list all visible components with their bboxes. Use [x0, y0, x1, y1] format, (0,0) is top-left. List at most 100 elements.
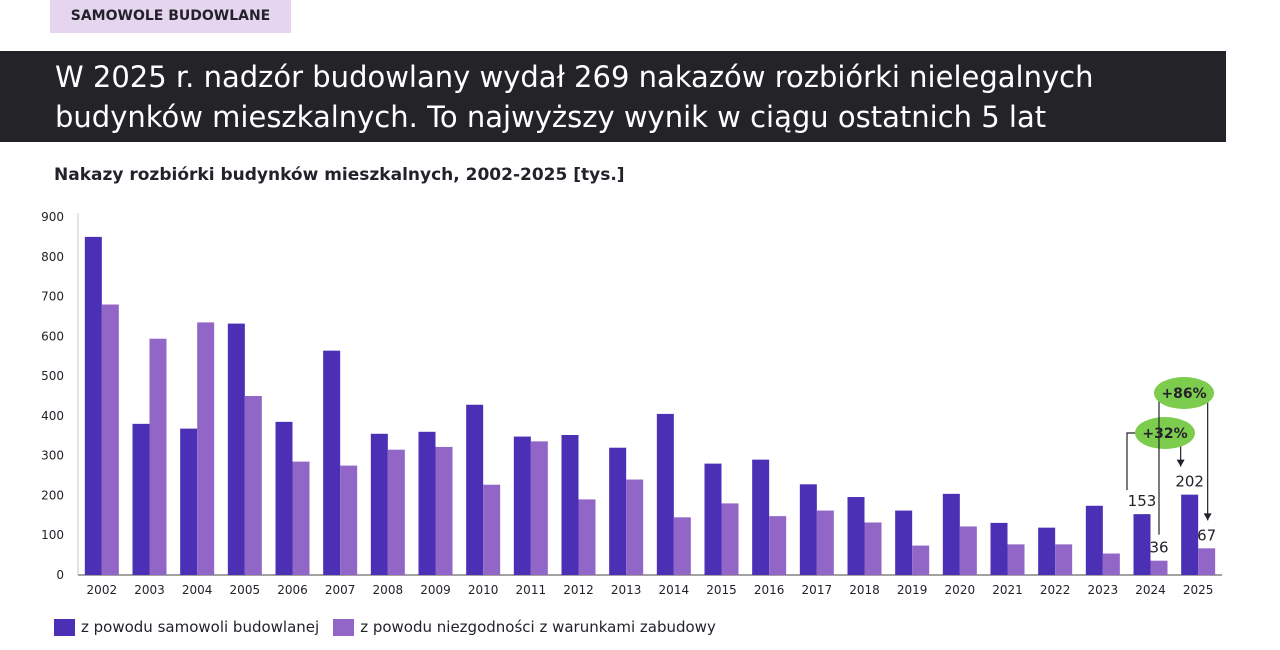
bar-niezgodnosc-2025 [1198, 548, 1216, 575]
bar-samowola-2021 [990, 522, 1008, 575]
y-tick-label: 400 [41, 409, 64, 423]
bar-niezgodnosc-2022 [1055, 544, 1073, 575]
x-tick-label: 2008 [373, 583, 404, 597]
x-tick-label: 2021 [992, 583, 1023, 597]
bar-niezgodnosc-2010 [483, 484, 501, 575]
bar-samowola-2013 [609, 447, 627, 575]
x-tick-label: 2019 [897, 583, 928, 597]
bar-niezgodnosc-2017 [816, 510, 834, 575]
headline: W 2025 r. nadzór budowlany wydał 269 nak… [55, 60, 1094, 134]
section-tag: SAMOWOLE BUDOWLANE [50, 0, 291, 33]
bar-samowola-2015 [704, 463, 722, 575]
y-tick-label: 0 [56, 568, 64, 582]
bar-chart: 0 100 200 300 400 500 600 700 800 900 2002 2003 2004… [41, 210, 1222, 597]
legend-swatch-series-2 [333, 618, 355, 636]
bar-samowola-2025 [1181, 494, 1199, 575]
bar-samowola-2006 [275, 421, 293, 575]
x-tick-label: 2014 [659, 583, 690, 597]
bar-samowola-2007 [323, 350, 341, 575]
x-tick-label: 2013 [611, 583, 642, 597]
bar-niezgodnosc-2023 [1102, 553, 1120, 575]
bar-samowola-2010 [466, 404, 484, 575]
y-tick-label: 900 [41, 210, 64, 224]
y-tick-label: 200 [41, 488, 64, 502]
bar-samowola-2012 [561, 434, 579, 575]
x-tick-label: 2017 [802, 583, 833, 597]
legend-item-series-2: z powodu niezgodności z warunkami zabudo… [333, 618, 716, 636]
bar-niezgodnosc-2002 [101, 304, 119, 575]
bar-niezgodnosc-2021 [1007, 544, 1025, 575]
bar-samowola-2019 [895, 510, 913, 575]
bar-niezgodnosc-2009 [435, 446, 453, 575]
bar-samowola-2004 [180, 428, 198, 575]
bar-niezgodnosc-2008 [387, 449, 405, 575]
x-tick-label: 2023 [1088, 583, 1119, 597]
x-tick-label: 2002 [87, 583, 118, 597]
x-tick-label: 2018 [849, 583, 880, 597]
x-tick-label: 2010 [468, 583, 499, 597]
bar-samowola-2002 [84, 236, 102, 575]
x-tick-label: 2016 [754, 583, 785, 597]
x-tick-label: 2020 [945, 583, 976, 597]
y-tick-label: 600 [41, 329, 64, 343]
bar-samowola-2023 [1085, 505, 1103, 575]
bar-niezgodnosc-2012 [578, 499, 596, 575]
bar-niezgodnosc-2019 [912, 545, 930, 575]
data-label: 67 [1197, 526, 1216, 544]
data-label: 153 [1128, 492, 1157, 510]
bar-niezgodnosc-2020 [959, 526, 977, 575]
bar-niezgodnosc-2014 [673, 517, 691, 575]
growth-arrow [1203, 513, 1212, 521]
bar-samowola-2017 [799, 484, 817, 575]
bar-samowola-2018 [847, 497, 865, 575]
x-tick-label: 2012 [563, 583, 594, 597]
bar-samowola-2016 [752, 459, 770, 575]
x-tick-label: 2025 [1183, 583, 1214, 597]
x-tick-label: 2003 [134, 583, 165, 597]
bar-samowola-2024 [1133, 514, 1151, 575]
bar-samowola-2014 [656, 413, 674, 575]
data-label: 202 [1175, 473, 1204, 491]
bar-samowola-2020 [942, 493, 960, 575]
bar-niezgodnosc-2018 [864, 522, 882, 575]
bar-samowola-2009 [418, 431, 436, 575]
growth-badge-label: +32% [1142, 426, 1187, 442]
y-tick-label: 100 [41, 528, 64, 542]
chart-title: Nakazy rozbiórki budynków mieszkalnych, … [54, 165, 625, 185]
x-tick-label: 2024 [1135, 583, 1166, 597]
bar-samowola-2022 [1038, 527, 1056, 575]
y-tick-label: 500 [41, 369, 64, 383]
legend-label-series-1: z powodu samowoli budowlanej [81, 618, 320, 636]
bar-samowola-2008 [370, 433, 388, 575]
bar-niezgodnosc-2016 [769, 516, 787, 575]
growth-badge [1135, 417, 1195, 449]
bar-samowola-2003 [132, 423, 150, 575]
bar-niezgodnosc-2015 [721, 503, 739, 575]
x-tick-label: 2006 [277, 583, 308, 597]
y-tick-label: 800 [41, 250, 64, 264]
x-tick-label: 2007 [325, 583, 356, 597]
headline-banner: W 2025 r. nadzór budowlany wydał 269 nak… [0, 51, 1226, 142]
bar-samowola-2011 [513, 436, 531, 575]
bar-niezgodnosc-2005 [244, 396, 262, 575]
bar-niezgodnosc-2013 [626, 479, 644, 575]
bar-niezgodnosc-2006 [292, 461, 310, 575]
x-tick-label: 2005 [230, 583, 261, 597]
legend-swatch-series-1 [54, 618, 75, 636]
growth-arrow [1176, 459, 1185, 467]
bar-niezgodnosc-2003 [149, 338, 167, 575]
growth-badge-label: +86% [1161, 386, 1206, 402]
bar-samowola-2005 [227, 323, 245, 575]
y-tick-label: 300 [41, 449, 64, 463]
x-tick-label: 2004 [182, 583, 213, 597]
growth-badge [1154, 377, 1214, 409]
x-tick-label: 2022 [1040, 583, 1071, 597]
legend-item-series-1: z powodu samowoli budowlanej [54, 618, 319, 636]
x-tick-label: 2011 [516, 583, 547, 597]
y-tick-label: 700 [41, 290, 64, 304]
bar-niezgodnosc-2011 [530, 441, 548, 575]
bar-niezgodnosc-2007 [340, 465, 358, 575]
data-label: 36 [1149, 539, 1168, 557]
legend: z powodu samowoli budowlanej z powodu ni… [54, 618, 730, 636]
x-tick-label: 2015 [706, 583, 737, 597]
